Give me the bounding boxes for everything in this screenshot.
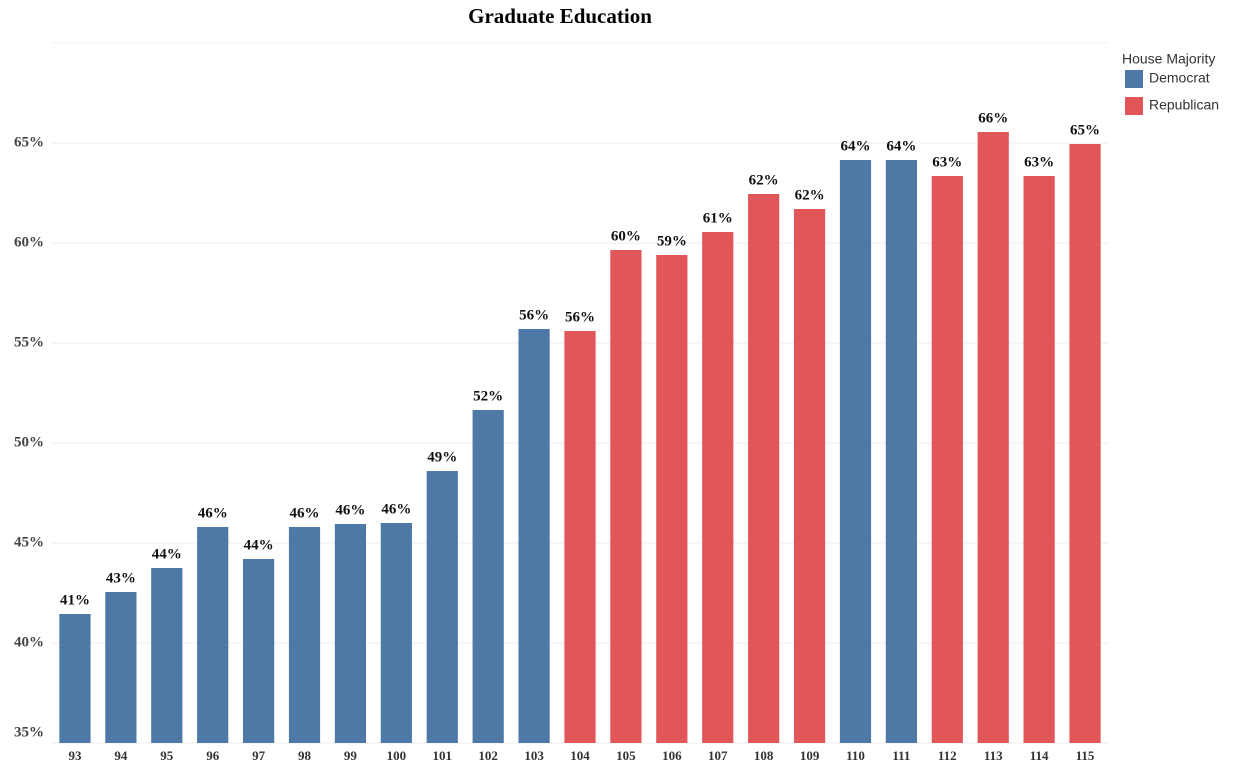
data-label: 56% <box>565 309 595 325</box>
bar <box>197 527 229 743</box>
x-tick-label: 107 <box>708 748 728 763</box>
data-label: 52% <box>473 388 503 404</box>
x-tick-label: 113 <box>984 748 1003 763</box>
x-tick-label: 102 <box>478 748 498 763</box>
x-tick-label: 111 <box>892 748 910 763</box>
bar <box>610 250 642 743</box>
data-label: 46% <box>381 501 411 517</box>
data-label: 44% <box>244 537 274 553</box>
bar <box>931 176 963 743</box>
bar <box>426 471 458 743</box>
bar <box>105 592 137 743</box>
data-label: 44% <box>152 546 182 562</box>
data-label: 65% <box>1070 122 1100 138</box>
data-label: 64% <box>840 138 870 154</box>
x-tick-label: 100 <box>387 748 407 763</box>
y-tick-label: 35% <box>14 724 44 740</box>
x-tick-label: 94 <box>114 748 128 763</box>
bar <box>242 559 275 743</box>
data-label: 64% <box>886 138 916 154</box>
x-tick-label: 108 <box>754 748 774 763</box>
x-tick-label: 97 <box>252 748 266 763</box>
bar <box>748 194 780 743</box>
bar <box>977 132 1009 743</box>
x-tick-label: 101 <box>433 748 453 763</box>
bar <box>702 232 734 743</box>
x-tick-label: 109 <box>800 748 820 763</box>
bar <box>885 160 918 743</box>
bar <box>518 329 550 743</box>
x-tick-label: 114 <box>1030 748 1049 763</box>
data-label: 46% <box>290 505 320 521</box>
data-label: 63% <box>1024 154 1054 170</box>
data-label: 49% <box>427 449 457 465</box>
legend-title: House Majority <box>1122 51 1215 67</box>
bar <box>334 524 367 743</box>
bar <box>656 255 688 743</box>
y-tick-label: 55% <box>14 334 44 350</box>
x-tick-label: 115 <box>1076 748 1095 763</box>
data-label: 63% <box>932 154 962 170</box>
data-label: 60% <box>611 228 641 244</box>
data-label: 43% <box>106 570 136 586</box>
x-tick-label: 104 <box>570 748 590 763</box>
x-tick-label: 95 <box>160 748 174 763</box>
y-tick-label: 65% <box>14 134 44 150</box>
data-label: 56% <box>519 307 549 323</box>
data-label: 62% <box>749 172 779 188</box>
x-tick-label: 106 <box>662 748 682 763</box>
bar <box>380 523 412 743</box>
bar <box>1023 176 1055 743</box>
data-label: 46% <box>198 505 228 521</box>
chart-title: Graduate Education <box>468 4 652 28</box>
bar <box>1069 144 1101 743</box>
data-label: 46% <box>335 502 365 518</box>
data-label: 59% <box>657 233 687 249</box>
y-tick-label: 45% <box>14 534 44 550</box>
legend-swatch <box>1125 97 1143 115</box>
bar <box>151 568 183 743</box>
data-label: 62% <box>795 187 825 203</box>
bar <box>793 209 826 743</box>
x-tick-label: 96 <box>206 748 220 763</box>
data-label: 41% <box>60 592 90 608</box>
bar <box>288 527 321 743</box>
y-tick-label: 60% <box>14 234 44 250</box>
x-tick-label: 93 <box>68 748 82 763</box>
legend-label: Democrat <box>1149 70 1210 86</box>
x-tick-label: 98 <box>298 748 312 763</box>
data-label: 61% <box>703 210 733 226</box>
x-tick-label: 112 <box>938 748 957 763</box>
bar <box>59 614 91 743</box>
bar <box>839 160 872 743</box>
legend-label: Republican <box>1149 97 1219 113</box>
bar <box>564 331 596 743</box>
x-tick-label: 105 <box>616 748 636 763</box>
legend-swatch <box>1125 70 1143 88</box>
x-tick-label: 99 <box>344 748 358 763</box>
bar <box>472 410 504 743</box>
y-tick-label: 50% <box>14 434 44 450</box>
data-label: 66% <box>978 110 1008 126</box>
x-tick-label: 103 <box>524 748 544 763</box>
y-tick-label: 40% <box>14 634 44 650</box>
x-tick-label: 110 <box>846 748 865 763</box>
